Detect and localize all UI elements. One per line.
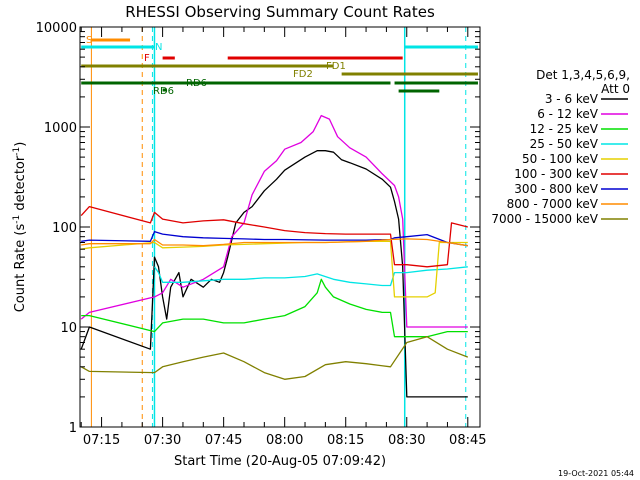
legend-label: 3 - 6 keV xyxy=(545,92,599,106)
x-tick-label: 08:30 xyxy=(388,433,425,448)
legend-header-line-1: Det 1,3,4,5,6,9, xyxy=(536,68,630,82)
y-axis-label-sup2: -1 xyxy=(12,147,22,156)
x-tick-label: 07:30 xyxy=(144,433,181,448)
series-line xyxy=(81,240,468,298)
y-axis-label: Count Rate (s-1 detector-1) xyxy=(12,142,28,313)
series-layer xyxy=(80,114,469,398)
x-tick-label: 08:45 xyxy=(449,433,486,448)
series-line xyxy=(81,230,468,247)
legend-label: 100 - 300 keV xyxy=(514,167,598,181)
y-tick-label: 1 xyxy=(69,421,77,436)
x-tick-label: 08:00 xyxy=(266,433,303,448)
legend-label: 6 - 12 keV xyxy=(537,107,599,121)
y-axis-label-end: ) xyxy=(13,142,28,147)
series-line xyxy=(80,150,468,398)
y-tick-label: 10000 xyxy=(36,21,77,36)
mode-flags: S NF FD1 FD2 RD6 RD6 xyxy=(81,27,478,427)
series-line xyxy=(81,278,468,338)
flag-label: FD1 xyxy=(326,61,346,72)
legend-header-line-2: Att 0 xyxy=(601,82,630,96)
flag-label: F xyxy=(144,53,150,64)
x-tick-label: 07:45 xyxy=(205,433,242,448)
series-line xyxy=(81,238,468,247)
y-axis-label-mid: detector xyxy=(13,155,28,215)
y-tick-label: 1000 xyxy=(44,121,77,136)
y-axis-label-sup: -1 xyxy=(12,215,22,224)
plot-axes: 1 10 100 1000 10000 07:15 07:30 07:45 08:00 08:15… xyxy=(36,21,487,448)
series-line xyxy=(80,205,468,268)
flag-label: FD2 xyxy=(293,69,313,80)
flag-label: RD6 xyxy=(186,78,207,89)
legend-label: 50 - 100 keV xyxy=(522,152,599,166)
y-tick-label: 10 xyxy=(60,321,77,336)
series-line xyxy=(80,336,469,380)
legend-label: 25 - 50 keV xyxy=(530,137,599,151)
flag-label: N xyxy=(155,42,162,53)
plot-frame xyxy=(79,26,481,428)
timestamp: 19-Oct-2021 05:44 xyxy=(558,469,634,478)
legend-label: 300 - 800 keV xyxy=(514,182,598,196)
legend-label: 7000 - 15000 keV xyxy=(491,212,598,226)
legend-label: 12 - 25 keV xyxy=(530,122,599,136)
y-tick-label: 100 xyxy=(52,221,77,236)
flag-label: RD6 xyxy=(153,86,174,97)
legend-label: 800 - 7000 keV xyxy=(507,197,599,211)
flag-label: S xyxy=(86,35,92,46)
x-axis-label: Start Time (20-Aug-05 07:09:42) xyxy=(174,454,386,469)
x-tick-label: 07:15 xyxy=(83,433,120,448)
series-line xyxy=(153,266,468,287)
x-tick-label: 08:15 xyxy=(327,433,364,448)
series-line xyxy=(80,114,468,328)
y-axis-label-main: Count Rate (s xyxy=(13,224,28,313)
chart-title: RHESSI Observing Summary Count Rates xyxy=(125,3,435,21)
